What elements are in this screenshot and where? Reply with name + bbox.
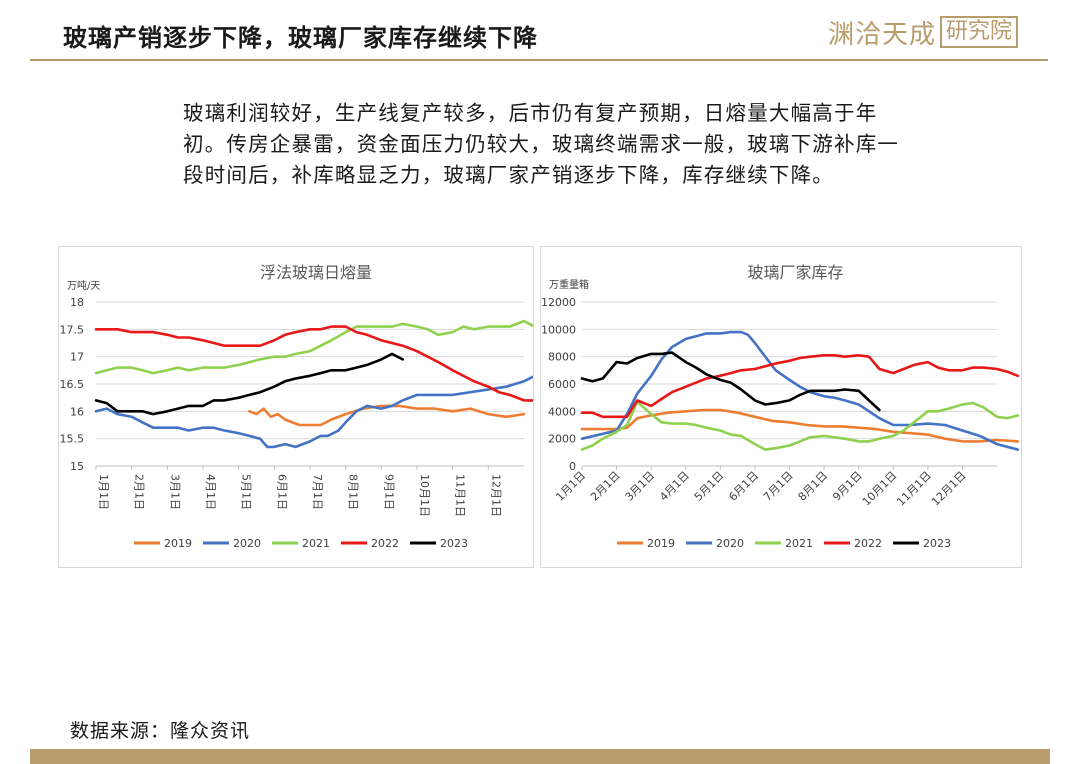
x-tick-label: 1月1日 bbox=[553, 469, 588, 504]
x-tick-label: 9月1日 bbox=[382, 474, 395, 510]
x-tick-label: 8月1日 bbox=[347, 474, 360, 510]
legend-label-2022: 2022 bbox=[854, 537, 882, 550]
x-tick-label: 1月1日 bbox=[97, 474, 110, 510]
x-tick-label: 3月1日 bbox=[168, 474, 181, 510]
page-title: 玻璃产销逐步下降，玻璃厂家库存继续下降 bbox=[63, 23, 538, 52]
legend-label-2021: 2021 bbox=[785, 537, 813, 550]
y-tick-label: 17 bbox=[70, 351, 84, 364]
legend-label-2021: 2021 bbox=[302, 537, 330, 550]
legend-label-2019: 2019 bbox=[647, 537, 675, 550]
legend-label-2020: 2020 bbox=[233, 537, 261, 550]
series-line-2019 bbox=[580, 408, 1020, 443]
y-axis-unit: 万重量箱 bbox=[549, 278, 589, 291]
x-tick-label: 6月1日 bbox=[275, 474, 288, 510]
brand-badge: 研究院 bbox=[940, 16, 1019, 48]
x-tick-label: 7月1日 bbox=[311, 474, 324, 510]
x-tick-label: 11月1日 bbox=[894, 469, 934, 509]
x-tick-label: 4月1日 bbox=[204, 474, 217, 510]
series-line-2022 bbox=[580, 354, 1020, 419]
x-tick-label: 7月1日 bbox=[761, 469, 796, 504]
header-divider bbox=[30, 59, 1048, 61]
chart-title: 玻璃厂家库存 bbox=[747, 263, 843, 282]
legend-label-2023: 2023 bbox=[440, 537, 468, 550]
legend-label-2020: 2020 bbox=[716, 537, 744, 550]
x-tick-label: 2月1日 bbox=[588, 469, 623, 504]
data-source: 数据来源：隆众资讯 bbox=[70, 720, 251, 742]
x-tick-label: 3月1日 bbox=[623, 469, 658, 504]
x-tick-label: 12月1日 bbox=[489, 474, 502, 517]
series-line-2019 bbox=[248, 404, 526, 427]
legend-label-2022: 2022 bbox=[371, 537, 399, 550]
y-tick-label: 8000 bbox=[548, 351, 576, 364]
series-line-2020 bbox=[94, 375, 533, 449]
y-tick-label: 16.5 bbox=[60, 378, 85, 391]
series-line-2021 bbox=[580, 400, 1020, 451]
chart-panel-inventory: 玻璃厂家库存万重量箱 12000 10000 8000 6000 4000 2000 0 1月1… bbox=[540, 246, 1022, 568]
series-line-2023 bbox=[580, 351, 881, 412]
brand-logo: 渊洽天成 研究院 bbox=[828, 14, 1019, 50]
y-tick-label: 10000 bbox=[541, 323, 576, 336]
x-tick-label: 2月1日 bbox=[133, 474, 146, 510]
x-tick-label: 4月1日 bbox=[657, 469, 692, 504]
y-axis-unit: 万吨/天 bbox=[67, 279, 100, 292]
y-tick-label: 15.5 bbox=[60, 433, 85, 446]
y-tick-label: 18 bbox=[70, 296, 84, 309]
y-tick-label: 16 bbox=[70, 405, 84, 418]
x-tick-label: 5月1日 bbox=[692, 469, 727, 504]
y-tick-label: 2000 bbox=[548, 433, 576, 446]
chart-panel-daily-melt: 浮法玻璃日熔量万吨/天 18 17.5 17 16.5 16 15.5 15 1月1日 2月1日 3… bbox=[58, 246, 534, 568]
series-line-2020 bbox=[580, 330, 1020, 451]
brand-name: 渊洽天成 bbox=[828, 19, 937, 50]
chart-title: 浮法玻璃日熔量 bbox=[260, 263, 372, 282]
x-tick-label: 5月1日 bbox=[240, 474, 253, 510]
series-line-2021 bbox=[94, 319, 533, 375]
x-tick-label: 6月1日 bbox=[726, 469, 761, 504]
y-tick-label: 4000 bbox=[548, 405, 576, 418]
x-tick-label: 10月1日 bbox=[860, 469, 900, 509]
y-tick-label: 15 bbox=[70, 460, 84, 473]
summary-text: 玻璃利润较好，生产线复产较多，后市仍有复产预期，日熔量大幅高于年初。传房企暴雷，… bbox=[183, 101, 900, 187]
x-tick-label: 12月1日 bbox=[929, 469, 969, 509]
y-tick-label: 17.5 bbox=[60, 323, 85, 336]
x-tick-label: 11月1日 bbox=[454, 474, 467, 517]
x-tick-label: 8月1日 bbox=[796, 469, 831, 504]
legend-label-2023: 2023 bbox=[923, 537, 951, 550]
y-tick-label: 0 bbox=[569, 460, 576, 473]
footer-bar bbox=[30, 749, 1050, 764]
series-line-2022 bbox=[94, 325, 533, 402]
y-tick-label: 12000 bbox=[541, 296, 576, 309]
x-tick-label: 10月1日 bbox=[418, 474, 431, 517]
legend-label-2019: 2019 bbox=[164, 537, 192, 550]
series-line-2023 bbox=[94, 352, 405, 416]
y-tick-label: 6000 bbox=[548, 378, 576, 391]
